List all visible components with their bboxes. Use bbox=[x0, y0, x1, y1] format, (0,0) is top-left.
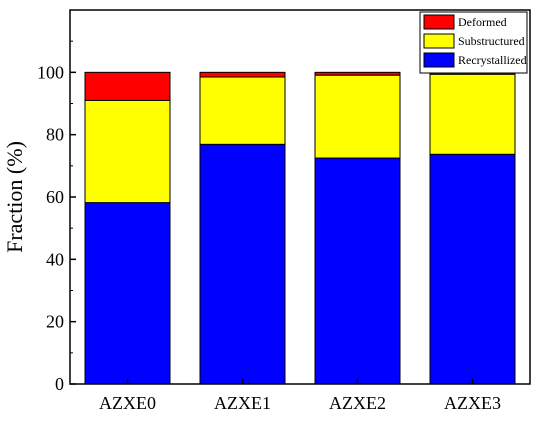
bar-recrystallized-azxe2 bbox=[314, 157, 401, 385]
x-category-label: AZXE2 bbox=[329, 393, 386, 413]
bar-recrystallized-azxe0 bbox=[84, 202, 171, 385]
bar-deformed-azxe0 bbox=[84, 71, 171, 101]
legend-swatch-recrystallized bbox=[423, 52, 455, 68]
y-tick-label: 60 bbox=[46, 187, 64, 207]
bar-substructured-azxe0 bbox=[84, 99, 171, 204]
bars-layer bbox=[84, 71, 516, 385]
legend-label-deformed: Deformed bbox=[458, 15, 507, 29]
y-tick-label: 20 bbox=[46, 312, 64, 332]
legend-swatch-substructured bbox=[423, 33, 455, 49]
y-axis: 0 20 40 60 80 100 bbox=[37, 40, 76, 394]
y-tick-label: 100 bbox=[37, 62, 64, 82]
legend-label-substructured: Substructured bbox=[458, 34, 525, 48]
x-category-label: AZXE3 bbox=[444, 393, 501, 413]
y-tick-label: 80 bbox=[46, 125, 64, 145]
bar-substructured-azxe3 bbox=[429, 73, 516, 155]
y-tick-label: 40 bbox=[46, 249, 64, 269]
x-category-label: AZXE1 bbox=[214, 393, 271, 413]
bar-deformed-azxe2 bbox=[314, 71, 401, 76]
bar-recrystallized-azxe3 bbox=[429, 153, 516, 385]
y-tick-label: 0 bbox=[55, 374, 64, 394]
legend: Deformed Substructured Recrystallized bbox=[419, 11, 528, 74]
bar-recrystallized-azxe1 bbox=[199, 143, 286, 385]
x-category-label: AZXE0 bbox=[99, 393, 156, 413]
y-axis-label: Fraction (%) bbox=[2, 141, 27, 253]
bar-deformed-azxe1 bbox=[199, 71, 286, 78]
bar-substructured-azxe2 bbox=[314, 74, 401, 159]
legend-swatch-deformed bbox=[423, 14, 455, 30]
x-axis: AZXE0 AZXE1 AZXE2 AZXE3 bbox=[99, 379, 501, 413]
legend-label-recrystallized: Recrystallized bbox=[458, 53, 527, 67]
bar-substructured-azxe1 bbox=[199, 76, 286, 145]
